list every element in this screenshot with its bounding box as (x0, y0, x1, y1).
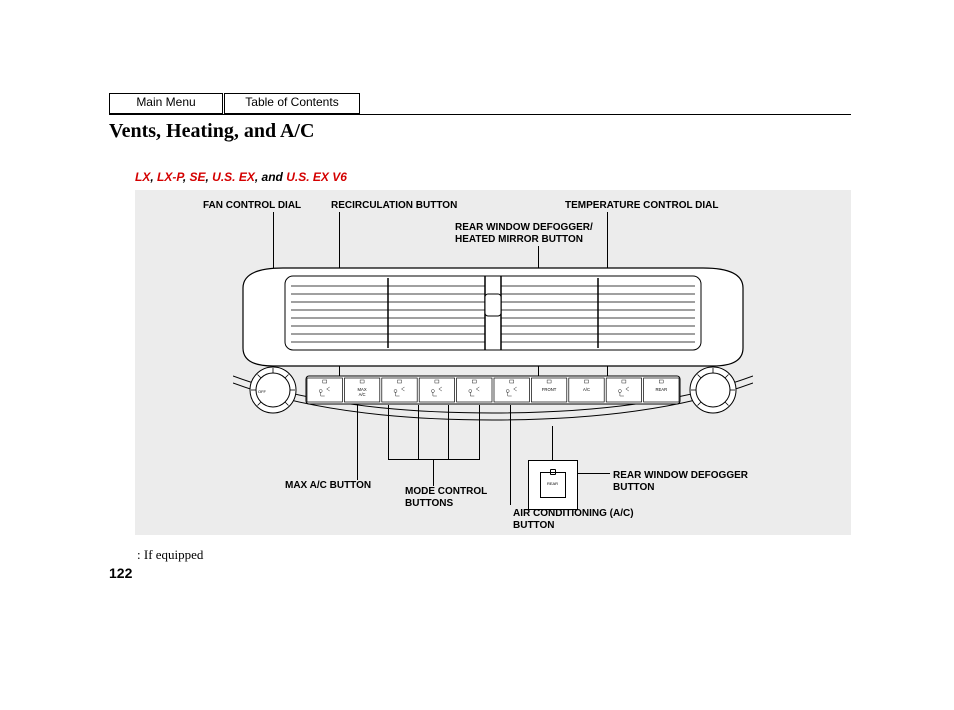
svg-text:A/C: A/C (359, 392, 366, 397)
svg-text:A/C: A/C (583, 387, 590, 392)
svg-text:FRONT: FRONT (542, 387, 557, 392)
inset-rear-detail: REAR (528, 460, 578, 510)
svg-text:OFF: OFF (258, 389, 267, 394)
leader-line (357, 405, 358, 480)
label-temperature-control-dial: TEMPERATURE CONTROL DIAL (565, 200, 719, 212)
label-fan-control-dial: FAN CONTROL DIAL (203, 200, 301, 212)
page-number: 122 (109, 565, 132, 581)
hvac-console-diagram: OFF (233, 258, 753, 428)
leader-line (418, 405, 419, 459)
page-title: Vents, Heating, and A/C (109, 120, 314, 143)
leader-line (552, 426, 553, 460)
leader-line (388, 405, 389, 459)
label-rear-window-defogger-button: REAR WINDOW DEFOGGER BUTTON (613, 470, 748, 494)
inset-label: REAR (546, 481, 559, 486)
leader-line (479, 405, 480, 459)
label-max-ac-button: MAX A/C BUTTON (285, 480, 371, 492)
leader-line (388, 459, 480, 460)
label-air-conditioning-button: AIR CONDITIONING (A/C) BUTTON (513, 508, 634, 532)
label-mode-control-buttons: MODE CONTROL BUTTONS (405, 486, 487, 510)
leader-line (577, 473, 610, 474)
leader-line (510, 405, 511, 505)
trim-levels: LX, LX-P, SE, U.S. EX, and U.S. EX V6 (135, 170, 347, 184)
svg-text:REAR: REAR (655, 387, 667, 392)
toc-button[interactable]: Table of Contents (224, 93, 360, 114)
label-recirculation-button: RECIRCULATION BUTTON (331, 200, 457, 212)
label-rear-window-defogger-heated-mirror: REAR WINDOW DEFOGGER/ HEATED MIRROR BUTT… (455, 222, 593, 246)
header-rule (109, 114, 851, 115)
leader-line (448, 405, 449, 459)
footnote-if-equipped: : If equipped (137, 547, 203, 563)
main-menu-button[interactable]: Main Menu (109, 93, 223, 114)
leader-line (433, 459, 434, 486)
hvac-figure: FAN CONTROL DIAL RECIRCULATION BUTTON TE… (135, 190, 851, 535)
